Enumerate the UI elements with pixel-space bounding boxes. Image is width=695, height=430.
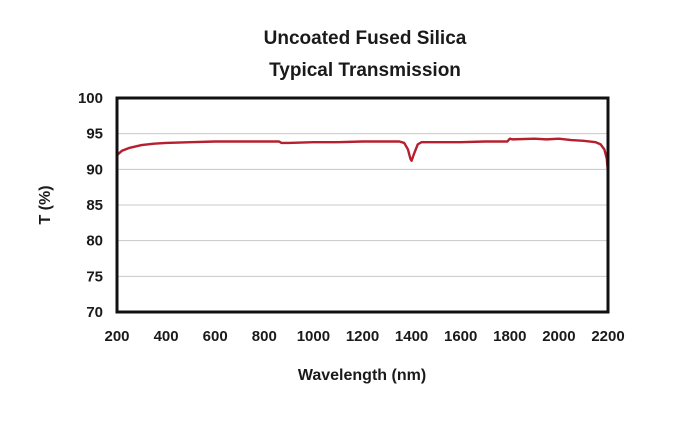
plot-frame	[115, 96, 610, 314]
chart-title: Uncoated Fused Silica	[264, 28, 467, 49]
y-tick-label: 85	[86, 197, 103, 214]
x-tick-label: 2200	[591, 328, 624, 345]
transmission-line	[115, 137, 610, 175]
y-tick-labels: 70 75 80 85 90 95 100	[78, 90, 103, 321]
y-tick-label: 90	[86, 161, 103, 178]
y-tick-label: 80	[86, 233, 103, 250]
x-tick-label: 1000	[297, 328, 330, 345]
x-tick-labels: 200 400 600 800 1000 1200 1400 1600 1800 2000 2200	[104, 328, 624, 345]
x-tick-label: 600	[203, 328, 228, 345]
x-axis-label: Wavelength (nm)	[298, 367, 426, 384]
y-tick-label: 75	[86, 268, 103, 285]
x-tick-label: 400	[154, 328, 179, 345]
y-tick-label: 70	[86, 304, 103, 321]
series-group	[115, 137, 610, 175]
x-tick-label: 1600	[444, 328, 477, 345]
chart-subtitle: Typical Transmission	[269, 60, 461, 81]
y-axis-label: T (%)	[37, 185, 54, 224]
x-tick-label: 1400	[395, 328, 428, 345]
x-tick-label: 800	[252, 328, 277, 345]
x-tick-label: 2000	[542, 328, 575, 345]
x-tick-label: 1800	[493, 328, 526, 345]
gridlines	[117, 133, 608, 277]
x-tick-label: 200	[104, 328, 129, 345]
y-tick-label: 95	[86, 126, 103, 143]
y-tick-label: 100	[78, 90, 103, 107]
x-tick-label: 1200	[346, 328, 379, 345]
